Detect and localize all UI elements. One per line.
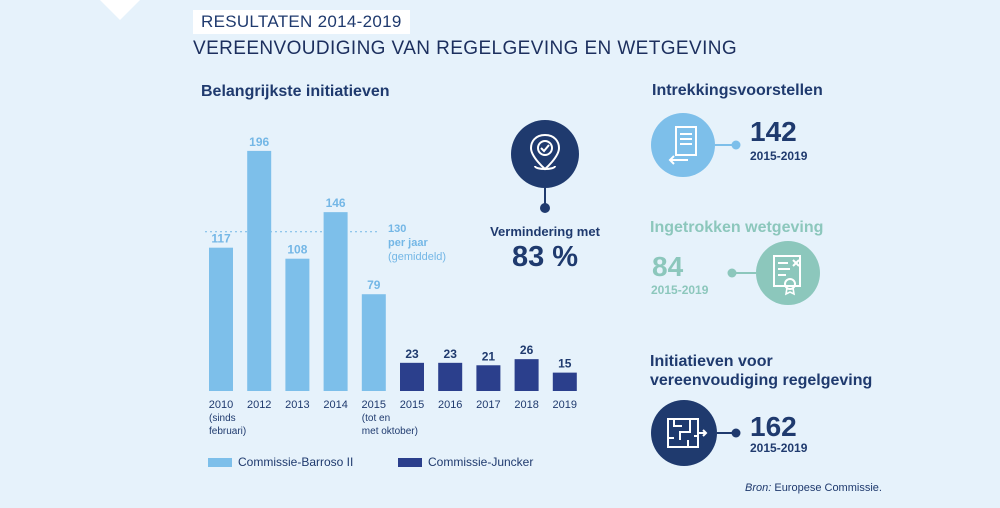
stat-range-withdrawals: 2015-2019	[750, 149, 808, 163]
bar-value-label: 23	[444, 347, 458, 361]
x-tick-label: (tot en	[362, 413, 390, 424]
x-tick-label: 2019	[553, 399, 577, 411]
x-tick-label: met oktober)	[362, 426, 418, 437]
legend-swatch-barroso	[208, 457, 232, 467]
maze-icon	[651, 400, 741, 466]
bar-value-label: 79	[367, 278, 381, 292]
stat-value-initiatives: 162	[750, 411, 797, 442]
source-text: Europese Commissie.	[771, 482, 882, 494]
x-tick-label: 2015	[362, 399, 386, 411]
x-tick-label: 2013	[285, 399, 309, 411]
average-label: 130 per jaar (gemiddeld)	[388, 222, 446, 264]
bar	[209, 247, 233, 391]
bar-value-label: 117	[211, 232, 231, 246]
average-unit: per jaar	[388, 237, 428, 249]
x-tick-label: 2012	[247, 399, 271, 411]
document-return-icon	[651, 113, 741, 177]
x-tick-label: 2015	[400, 399, 424, 411]
bar	[400, 362, 424, 391]
bar-value-label: 146	[326, 196, 346, 210]
legend-swatch-juncker	[398, 457, 422, 467]
legend-juncker: Commissie-Juncker	[398, 455, 533, 469]
x-tick-label: (sinds	[209, 413, 236, 424]
x-tick-label: 2014	[323, 399, 347, 411]
reduction-label: Vermindering met	[490, 224, 600, 239]
kicker-label: RESULTATEN 2014-2019	[193, 10, 410, 34]
chart-title: Belangrijkste initiatieven	[201, 83, 390, 100]
bar-value-label: 23	[405, 347, 419, 361]
stat-title-withdrawals: Intrekkingsvoorstellen	[652, 82, 823, 99]
bar-value-label: 15	[558, 357, 572, 371]
stat-title-initiatives-line2: vereenvoudiging regelgeving	[650, 372, 873, 389]
x-tick-label: 2016	[438, 399, 462, 411]
x-tick-label: 2010	[209, 399, 233, 411]
x-tick-label: 2017	[476, 399, 500, 411]
stat-value-withdrawals: 142	[750, 116, 797, 147]
stat-value-withdrawn: 84	[652, 251, 684, 282]
stat-title-initiatives-line1: Initiatieven voor	[650, 353, 773, 370]
source-note: Bron: Europese Commissie.	[745, 482, 882, 494]
bar	[552, 372, 577, 391]
page-title: VEREENVOUDIGING VAN REGELGEVING EN WETGE…	[193, 38, 738, 59]
reduction-value: 83 %	[511, 241, 579, 273]
bar	[476, 365, 501, 391]
bar	[285, 258, 310, 391]
stat-range-initiatives: 2015-2019	[750, 441, 808, 455]
bar	[247, 150, 272, 391]
stat-title-initiatives: Initiatieven voor vereenvoudiging regelg…	[650, 352, 872, 390]
bar	[323, 212, 348, 391]
bar-value-label: 108	[287, 243, 307, 257]
reduction-block: Vermindering met 83 %	[478, 224, 612, 274]
x-tick-label: februari)	[209, 426, 246, 437]
stat-range-withdrawn: 2015-2019	[651, 283, 709, 297]
stat-title-withdrawn: Ingetrokken wetgeving	[650, 219, 824, 236]
corner-marker	[100, 0, 140, 20]
bar-value-label: 196	[249, 135, 269, 149]
average-note: (gemiddeld)	[388, 251, 447, 263]
bar-value-label: 26	[520, 343, 534, 357]
location-check-icon	[511, 120, 579, 213]
bar	[438, 362, 463, 391]
legend-label-barroso: Commissie-Barroso II	[238, 455, 354, 469]
source-label: Bron:	[745, 482, 772, 494]
legend-label-juncker: Commissie-Juncker	[428, 455, 534, 469]
x-tick-label: 2018	[514, 399, 538, 411]
bar	[361, 294, 386, 391]
bar	[514, 359, 539, 391]
legend-barroso: Commissie-Barroso II	[208, 455, 353, 469]
average-value: 130	[388, 223, 407, 235]
bar-value-label: 21	[482, 349, 496, 363]
certificate-cancel-icon	[727, 241, 820, 305]
